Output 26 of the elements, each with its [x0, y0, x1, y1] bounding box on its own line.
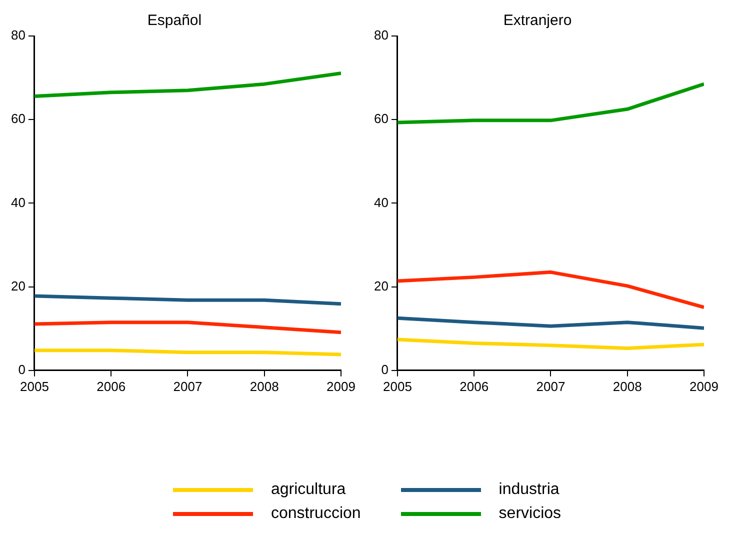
- y-tick-label: 80: [374, 28, 388, 43]
- y-tick-label: 60: [10, 111, 26, 126]
- legend-label: servicios: [498, 505, 562, 523]
- x-tick-label: 2006: [460, 378, 489, 394]
- legend-label: construccion: [270, 505, 361, 523]
- y-tick-label: 20: [10, 278, 26, 294]
- y-tick-label: 20: [374, 278, 388, 294]
- x-tick-label: 2008: [612, 378, 642, 394]
- chart-title: Español: [147, 12, 202, 30]
- y-tick-label: 0: [18, 362, 26, 377]
- legend-label: agricultura: [270, 481, 346, 499]
- x-tick-label: 2007: [536, 378, 566, 394]
- y-tick-label: 80: [10, 28, 26, 43]
- y-tick-label: 40: [10, 194, 26, 210]
- x-tick-label: 2008: [250, 378, 279, 394]
- legend-label: industria: [498, 481, 560, 499]
- y-tick-label: 0: [381, 362, 388, 377]
- x-tick-label: 2005: [20, 378, 49, 394]
- chart-title: Extranjero: [503, 12, 572, 30]
- x-tick-label: 2009: [690, 378, 718, 394]
- x-tick-label: 2009: [326, 378, 356, 394]
- x-tick-label: 2005: [383, 378, 412, 394]
- y-tick-label: 40: [374, 194, 388, 210]
- x-tick-label: 2006: [96, 378, 126, 394]
- y-tick-label: 60: [374, 111, 388, 126]
- x-tick-label: 2007: [173, 378, 202, 394]
